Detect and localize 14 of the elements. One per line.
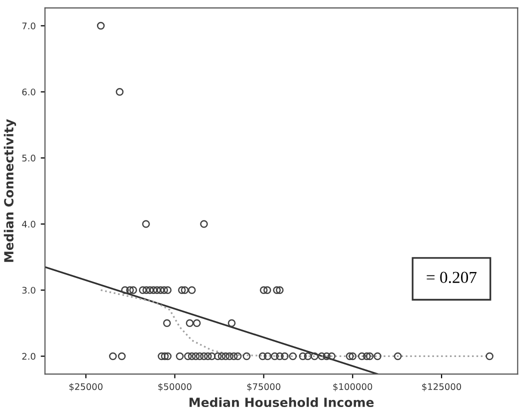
y-axis-title: Median Connectivity	[4, 119, 16, 262]
y-tick-label: 5.0	[22, 154, 36, 162]
y-tick-label: 6.0	[22, 88, 36, 96]
x-tick-label: $125000	[422, 383, 462, 392]
annotation: = 0.207	[426, 272, 477, 284]
x-axis-title: Median Household Income	[190, 397, 374, 408]
x-tick-label: $75000	[247, 383, 280, 392]
x-tick-label: $25000	[69, 383, 103, 392]
x-tick-label: $100000	[333, 383, 372, 392]
y-tick-label: 4.0	[22, 220, 36, 228]
y-tick-label: 3.0	[22, 286, 36, 294]
y-tick-label: 2.0	[22, 352, 36, 360]
x-tick-label: $50000	[158, 383, 192, 392]
y-tick-label: 7.0	[22, 22, 36, 30]
